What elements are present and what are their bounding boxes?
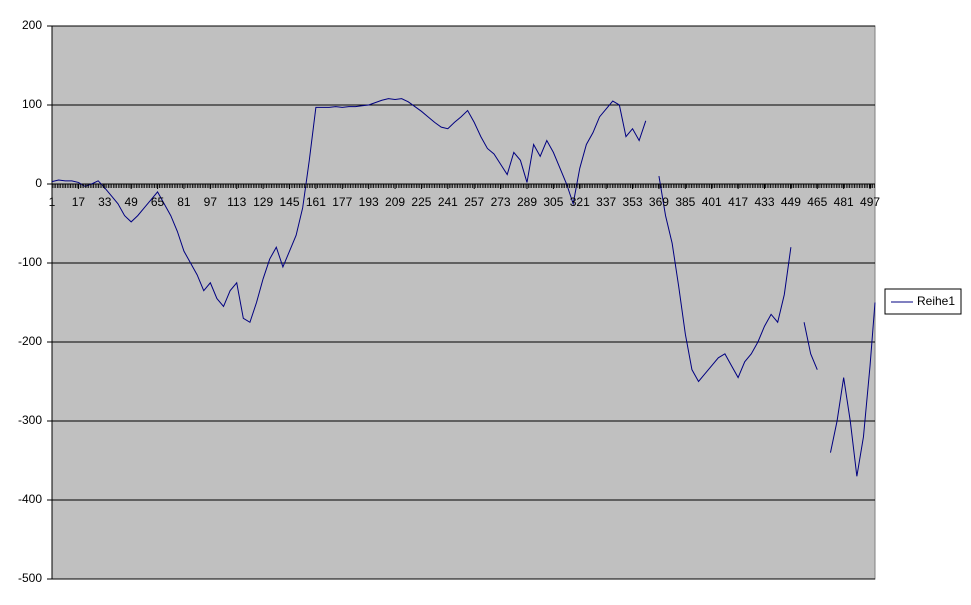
y-tick-label: 0	[35, 176, 42, 190]
y-tick-label: -200	[18, 334, 42, 348]
y-tick-label: 200	[22, 18, 42, 32]
x-tick-label: 65	[151, 195, 165, 209]
x-tick-label: 481	[834, 195, 854, 209]
y-tick-label: 100	[22, 97, 42, 111]
x-tick-label: 433	[754, 195, 774, 209]
x-tick-label: 321	[570, 195, 590, 209]
y-tick-label: -500	[18, 571, 42, 585]
x-tick-label: 353	[623, 195, 643, 209]
x-tick-label: 465	[807, 195, 827, 209]
x-tick-label: 305	[543, 195, 563, 209]
minor-ticks	[52, 184, 875, 188]
x-tick-label: 385	[675, 195, 695, 209]
x-tick-label: 145	[279, 195, 299, 209]
x-tick-label: 81	[177, 195, 191, 209]
x-tick-label: 401	[702, 195, 722, 209]
data-line	[51, 98, 876, 477]
x-tick-label: 1	[49, 195, 56, 209]
legend-label: Reihe1	[917, 294, 955, 308]
x-tick-label: 417	[728, 195, 748, 209]
x-tick-label: 129	[253, 195, 273, 209]
y-tick-label: -100	[18, 255, 42, 269]
x-tick-label: 241	[438, 195, 458, 209]
x-tick-label: 113	[227, 195, 246, 209]
x-tick-label: 497	[860, 195, 880, 209]
x-tick-label: 449	[781, 195, 801, 209]
x-tick-label: 225	[411, 195, 431, 209]
x-tick-label: 193	[359, 195, 379, 209]
x-tick-label: 209	[385, 195, 405, 209]
x-tick-label: 337	[596, 195, 616, 209]
x-tick-label: 177	[332, 195, 352, 209]
x-tick-label: 97	[204, 195, 218, 209]
x-tick-label: 257	[464, 195, 484, 209]
x-tick-label: 369	[649, 195, 669, 209]
plot-area	[51, 25, 876, 580]
x-tick-label: 273	[491, 195, 511, 209]
x-tick-label: 161	[306, 195, 326, 209]
y-tick-label: -300	[18, 413, 42, 427]
x-tick-label: 289	[517, 195, 537, 209]
x-tick-label: 17	[72, 195, 86, 209]
x-tick-label: 33	[98, 195, 112, 209]
y-tick-label: -400	[18, 492, 42, 506]
x-tick-label: 49	[124, 195, 138, 209]
